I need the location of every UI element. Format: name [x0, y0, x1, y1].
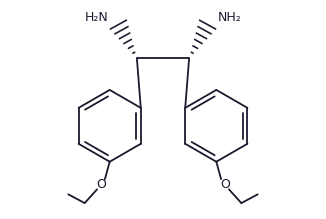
Text: O: O [220, 178, 230, 191]
Text: O: O [96, 178, 106, 191]
Text: NH₂: NH₂ [217, 11, 241, 24]
Text: H₂N: H₂N [85, 11, 109, 24]
